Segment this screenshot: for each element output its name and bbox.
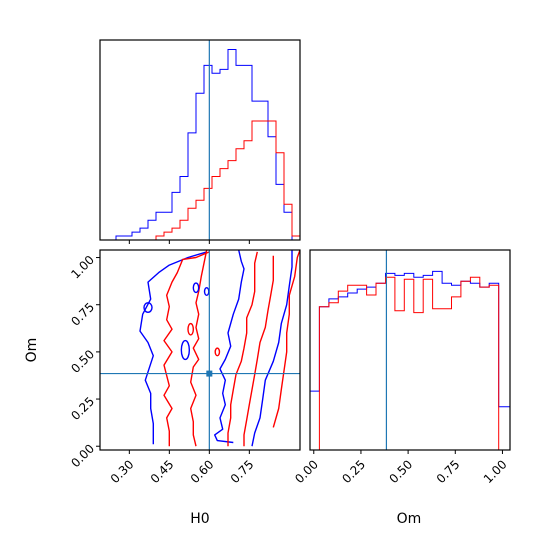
contour-ytick-label: 0.00 xyxy=(68,441,97,470)
truth-marker xyxy=(206,370,213,377)
om-marginal-xtick-label: 0.25 xyxy=(339,457,368,486)
contour-line-blue xyxy=(251,250,293,447)
om-marginal-xtick-label: 0.50 xyxy=(387,457,416,486)
om-histogram-blue xyxy=(309,270,511,450)
contour-ytick-label: 0.50 xyxy=(68,347,97,376)
x-axis-label-om: Om xyxy=(397,511,422,527)
x-axis-label-h0: H0 xyxy=(190,511,209,527)
contour-ytick-label: 0.75 xyxy=(68,300,97,329)
contour-line-red xyxy=(163,251,210,447)
contour-xtick-label: 0.60 xyxy=(188,457,217,486)
h0-histogram-blue xyxy=(100,49,300,241)
om-marginal-panel: 0.00 0.25 0.50 0.75 1.00 Om xyxy=(292,249,511,527)
contour-xtick-label: 0.75 xyxy=(228,457,257,486)
contour-line-red xyxy=(243,255,274,447)
contour-panel-frame xyxy=(99,249,301,451)
h0-histogram-red xyxy=(100,120,301,241)
contour-ytick-label: 0.25 xyxy=(68,394,97,423)
contour-line-blue xyxy=(139,251,207,445)
contour-island-blue xyxy=(203,287,210,296)
y-axis-label-om: Om xyxy=(24,338,40,363)
contour-xtick-label: 0.30 xyxy=(108,457,137,486)
om-marginal-xtick-label: 0.00 xyxy=(292,457,321,486)
contour-xtick-label: 0.45 xyxy=(148,457,177,486)
h0-om-contour-panel: 0.30 0.45 0.60 0.75 0.00 0.25 0.50 0.75 1.00 H0 Om xyxy=(24,249,301,527)
contour-line-blue xyxy=(213,250,245,444)
om-marginal-xtick-label: 1.00 xyxy=(481,457,510,486)
h0-marginal-panel xyxy=(99,39,301,244)
contour-island-blue xyxy=(192,282,200,294)
om-marginal-xtick-label: 0.75 xyxy=(434,457,463,486)
contour-ytick-label: 1.00 xyxy=(68,253,97,282)
contour-line-red xyxy=(272,250,300,428)
contour-island-red xyxy=(214,347,221,357)
contour-lines-group xyxy=(139,250,300,447)
contour-island-red xyxy=(187,322,195,336)
contour-line-red xyxy=(227,251,258,447)
om-panel-frame xyxy=(309,249,511,451)
contour-line-red xyxy=(189,250,208,447)
om-histogram-red xyxy=(310,276,510,451)
contour-island-blue xyxy=(180,339,191,361)
contour-island-blue xyxy=(143,302,153,313)
h0-panel-frame xyxy=(99,39,301,241)
